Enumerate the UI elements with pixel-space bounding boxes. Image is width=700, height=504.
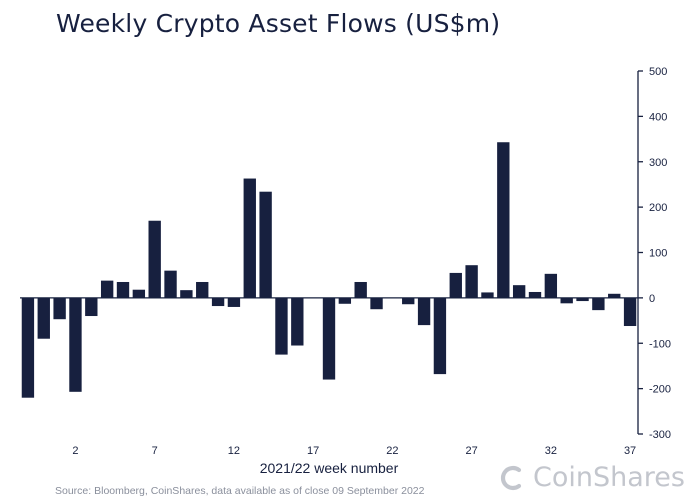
y-tick-label: -200 [649, 384, 671, 396]
bar-week-29 [497, 142, 510, 298]
bar-week-19 [338, 297, 352, 304]
bar-week-7 [148, 220, 161, 298]
bar-week-6 [132, 289, 146, 298]
bar-week-5 [116, 281, 130, 298]
bar-week-26 [449, 272, 462, 298]
bar-week-37 [623, 297, 637, 327]
y-axis: 500 400 300 200 100 0 -100 -200 -300 [637, 66, 671, 441]
bar-week-33 [560, 297, 573, 304]
bar-week-14 [259, 191, 272, 298]
y-tick-label: 200 [649, 202, 667, 214]
bar-week-27 [465, 265, 478, 298]
y-tick-label: 500 [649, 66, 667, 78]
bar-week-24 [417, 297, 431, 326]
bar-week-1 [53, 297, 66, 320]
bar-week-20 [354, 281, 367, 298]
y-tick-label: -100 [649, 338, 671, 350]
source-note: Source: Bloomberg, CoinShares, data avai… [55, 485, 425, 497]
bar-week-28 [481, 292, 494, 298]
x-tick-label: 22 [386, 445, 398, 457]
bar-week-13 [243, 178, 256, 298]
bar-week-30 [512, 285, 526, 298]
bar-week-52 [37, 297, 50, 339]
bar-week-10 [196, 281, 209, 298]
x-tick-label: 17 [307, 445, 319, 457]
bar-week-11 [211, 297, 225, 307]
bar-week-12 [227, 297, 241, 307]
bar-week-3 [85, 297, 98, 317]
bar-week-2 [69, 297, 82, 392]
y-tick-label: 0 [649, 293, 655, 305]
y-tick-label: 100 [649, 248, 667, 260]
bar-week-16 [291, 297, 304, 346]
y-tick-label: -300 [649, 429, 671, 441]
plot-area [20, 142, 638, 398]
coinshares-logo-icon [500, 465, 522, 490]
bar-week-32 [544, 273, 558, 298]
bar-week-34 [576, 297, 589, 302]
x-tick-label: 12 [228, 445, 240, 457]
y-tick-label: 400 [649, 111, 667, 123]
y-tick-label: 300 [649, 157, 667, 169]
bar-week-21 [370, 297, 383, 310]
chart-title: Weekly Crypto Asset Flows (US$m) [56, 9, 501, 38]
x-tick-label: 27 [465, 445, 477, 457]
bar-week-31 [528, 291, 542, 298]
x-tick-label: 32 [545, 445, 557, 457]
bar-week-15 [275, 297, 288, 355]
brand-name: CoinShares [533, 462, 685, 493]
bar-week-51 [21, 297, 35, 398]
bar-week-25 [433, 297, 447, 375]
bar-week-36 [608, 293, 621, 298]
bar-week-9 [180, 290, 193, 298]
coinshares-logo: CoinShares [499, 462, 685, 493]
x-tick-label: 2 [72, 445, 78, 457]
bar-week-18 [322, 297, 336, 380]
x-tick-label: 37 [624, 445, 636, 457]
bar-week-8 [164, 270, 177, 298]
bar-week-23 [402, 297, 415, 305]
bar-week-4 [100, 280, 114, 298]
x-axis-title: 2021/22 week number [260, 460, 399, 476]
x-tick-label: 7 [152, 445, 158, 457]
bar-week-35 [592, 297, 605, 311]
